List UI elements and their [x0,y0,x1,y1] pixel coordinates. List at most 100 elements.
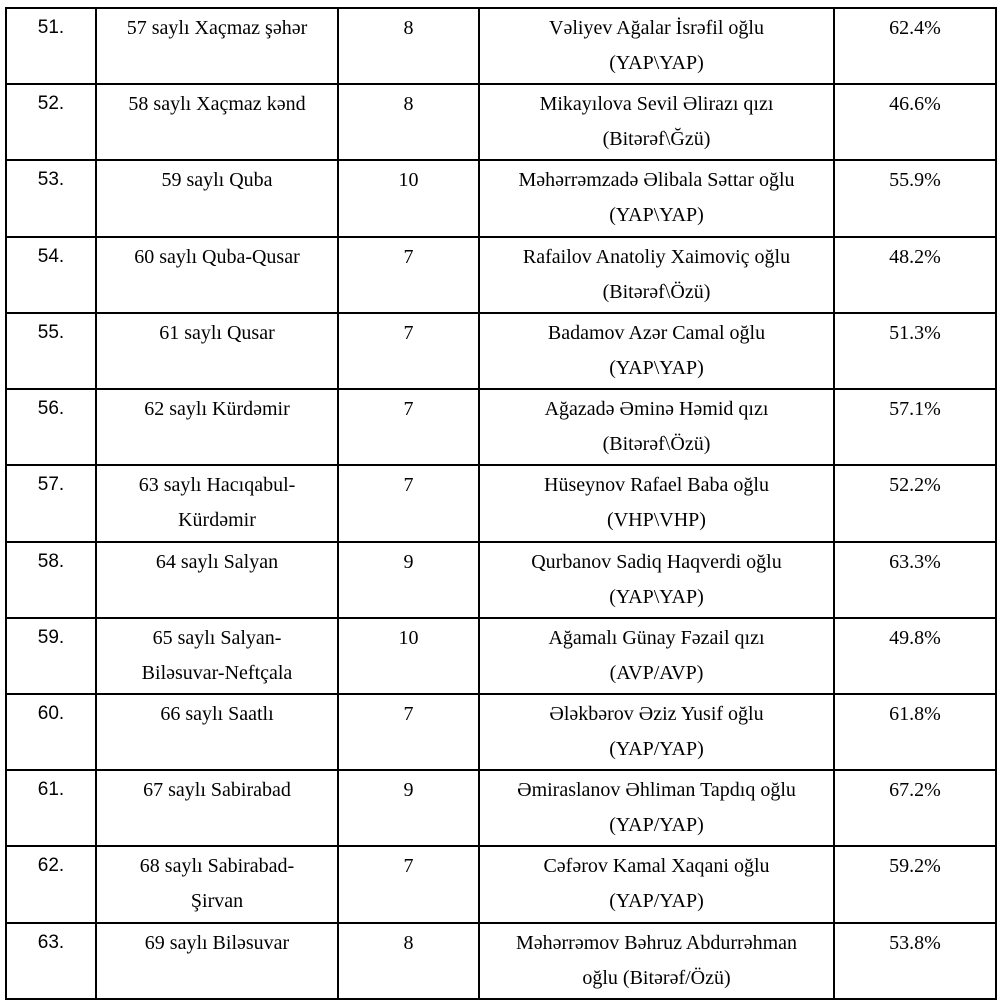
text-line: (YAP\YAP) [609,356,704,379]
row-number-cell: 51. [5,6,97,86]
text-line: Mikayılova Sevil Əlirazı qızı [539,93,774,116]
text-line: 8 [403,93,414,116]
candidate-count-cell: 7 [337,692,480,772]
percent-cell: 57.1% [833,388,997,467]
text-line: (Bitərəf\Ğzü) [602,128,711,151]
results-table-body: 51. 57 saylı Xaçmaz şəhər 8 Vəliyev Ağalar … [5,6,997,1001]
winner-cell: Qurbanov Sadiq Haqverdi oğlu (YAP\YAP) [478,540,835,619]
district-cell: 63 saylı Hacıqabul- Kürdəmir [95,464,339,543]
winner-cell: Cəfərov Kamal Xaqani oğlu (YAP/YAP) [478,845,835,924]
candidate-count-cell: 7 [337,464,480,543]
percent-cell: 59.2% [833,845,997,924]
percent-cell: 67.2% [833,769,997,848]
table-row: 62. 68 saylı Sabirabad- Şirvan 7 Cəfərov Kam… [5,845,997,924]
table-row: 58. 64 saylı Salyan 9 Qurbanov Sadiq Haqver… [5,540,997,619]
text-line: 57 saylı Xaçmaz şəhər [126,17,308,39]
text-line: 7 [403,855,414,878]
table-row: 60. 66 saylı Saatlı 7 Ələkbərov Əziz Yusif … [5,692,997,772]
candidate-count-cell: 7 [337,845,480,924]
text-line: 65 saylı Salyan- [152,626,282,649]
winner-cell: Ağazadə Əminə Həmid qızı (Bitərəf\Özü) [478,388,835,467]
district-cell: 68 saylı Sabirabad- Şirvan [95,845,339,924]
district-cell: 58 saylı Xaçmaz kənd [95,83,339,162]
text-line: Ələkbərov Əziz Yusif oğlu [549,702,764,725]
text-line: 62 saylı Kürdəmir [144,398,290,421]
percent-cell: 52.2% [833,464,997,543]
winner-cell: Rafailov Anatoliy Xaimoviç oğlu (Bitərəf\… [478,235,835,314]
text-line: 51.3% [889,321,941,344]
text-line: (YAP/YAP) [609,814,704,837]
text-line: 53. [37,169,65,191]
text-line: Qurbanov Sadiq Haqverdi oğlu [531,550,782,573]
district-cell: 69 saylı Biləsuvar [95,921,339,1001]
text-line: 8 [403,931,414,954]
text-line: 63.3% [889,550,941,573]
winner-cell: Badamov Azər Camal oğlu (YAP\YAP) [478,311,835,391]
text-line: 8 [403,17,414,39]
text-line: Əmiraslanov Əhliman Tapdıq oğlu [517,779,796,802]
table-row: 53. 59 saylı Quba 10 Məhərrəmzadə Əlibala S… [5,159,997,238]
text-line: 9 [403,550,414,573]
text-line: 9 [403,779,414,802]
text-line: 57.1% [889,398,941,421]
table-row: 51. 57 saylı Xaçmaz şəhər 8 Vəliyev Ağalar … [5,6,997,86]
text-line: 55. [37,321,65,343]
text-line: Ağazadə Əminə Həmid qızı [544,398,769,421]
text-line: (Bitərəf\Özü) [602,280,711,303]
table-row: 61. 67 saylı Sabirabad 9 Əmiraslanov Əhlima… [5,769,997,848]
text-line: 49.8% [889,626,941,649]
candidate-count-cell: 8 [337,921,480,1001]
text-line: 46.6% [889,93,941,116]
text-line: 7 [403,398,414,421]
text-line: 57. [37,474,65,496]
district-cell: 66 saylı Saatlı [95,692,339,772]
text-line: 48.2% [889,245,941,268]
candidate-count-cell: 7 [337,311,480,391]
winner-cell: Ağamalı Günay Fəzail qızı (AVP/AVP) [478,616,835,695]
text-line: 64 saylı Salyan [155,550,279,573]
text-line: Badamov Azər Camal oğlu [547,321,766,344]
text-line: 10 [398,169,419,192]
table-row: 56. 62 saylı Kürdəmir 7 Ağazadə Əminə Həmid… [5,388,997,467]
text-line: 58. [37,550,65,572]
table-row: 63. 69 saylı Biləsuvar 8 Məhərrəmov Bəhruz … [5,921,997,1001]
text-line: 7 [403,474,414,497]
percent-cell: 48.2% [833,235,997,314]
text-line: 63. [37,931,65,953]
row-number-cell: 56. [5,388,97,467]
text-line: (YAP\YAP) [609,585,704,608]
text-line: 7 [403,702,414,725]
winner-cell: Əmiraslanov Əhliman Tapdıq oğlu (YAP/YAP) [478,769,835,848]
row-number-cell: 59. [5,616,97,695]
percent-cell: 63.3% [833,540,997,619]
winner-cell: Hüseynov Rafael Baba oğlu (VHP\VHP) [478,464,835,543]
text-line: 54. [37,245,65,267]
district-cell: 62 saylı Kürdəmir [95,388,339,467]
district-cell: 59 saylı Quba [95,159,339,238]
table-row: 57. 63 saylı Hacıqabul- Kürdəmir 7 Hüseynov … [5,464,997,543]
text-line: 62.4% [889,17,941,39]
row-number-cell: 62. [5,845,97,924]
text-line: (VHP\VHP) [607,509,706,532]
percent-cell: 51.3% [833,311,997,391]
percent-cell: 46.6% [833,83,997,162]
row-number-cell: 60. [5,692,97,772]
district-cell: 57 saylı Xaçmaz şəhər [95,6,339,86]
table-row: 52. 58 saylı Xaçmaz kənd 8 Mikayılova Sevil… [5,83,997,162]
text-line: Ağamalı Günay Fəzail qızı [548,626,765,649]
text-line: 52.2% [889,474,941,497]
text-line: 56. [37,398,65,420]
text-line: 58 saylı Xaçmaz kənd [128,93,306,116]
district-cell: 60 saylı Quba-Qusar [95,235,339,314]
text-line: 68 saylı Sabirabad- [139,855,295,878]
text-line: 59. [37,626,65,648]
text-line: 63 saylı Hacıqabul- [138,474,296,497]
row-number-cell: 53. [5,159,97,238]
district-cell: 67 saylı Sabirabad [95,769,339,848]
text-line: 67 saylı Sabirabad [143,779,291,802]
text-line: (AVP/AVP) [609,661,704,684]
text-line: 53.8% [889,931,941,954]
text-line: 61. [37,779,65,801]
text-line: 62. [37,855,65,877]
